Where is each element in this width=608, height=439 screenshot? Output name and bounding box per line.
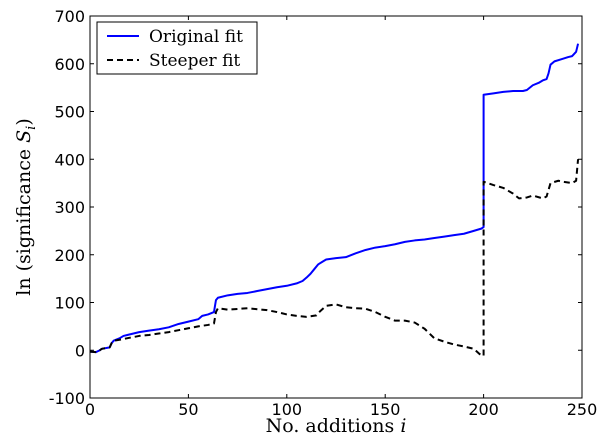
series-line-2 [89,159,580,357]
x-axis-label: No. additions i [266,415,407,437]
x-tick-label: 200 [468,400,499,419]
x-tick-label: 250 [567,400,598,419]
y-tick-label: 300 [54,198,85,217]
x-tick-label: 100 [272,400,303,419]
ticks-layer: 0 50 100 150 200 250-100010020030040050060070… [49,7,598,419]
x-tick-label: 50 [178,400,198,419]
y-tick-label: 500 [54,103,85,122]
legend-label-2: Steeper fit [149,51,240,71]
series-line-1 [89,43,580,354]
series-layer [89,43,580,357]
y-tick-label: 0 [75,341,85,360]
x-tick-label: 150 [370,400,401,419]
legend-box [96,21,258,75]
y-tick-label: -100 [49,389,85,408]
y-axis-label: ln (significance Si) [13,118,39,296]
y-tick-label: 200 [54,246,85,265]
y-tick-label: 700 [54,7,85,26]
y-tick-label: 100 [54,294,85,313]
legend: Original fit Steeper fit [96,21,258,75]
x-tick-label: 0 [85,400,95,419]
y-tick-label: 400 [54,150,85,169]
y-tick-label: 600 [54,55,85,74]
legend-label-1: Original fit [149,27,243,47]
